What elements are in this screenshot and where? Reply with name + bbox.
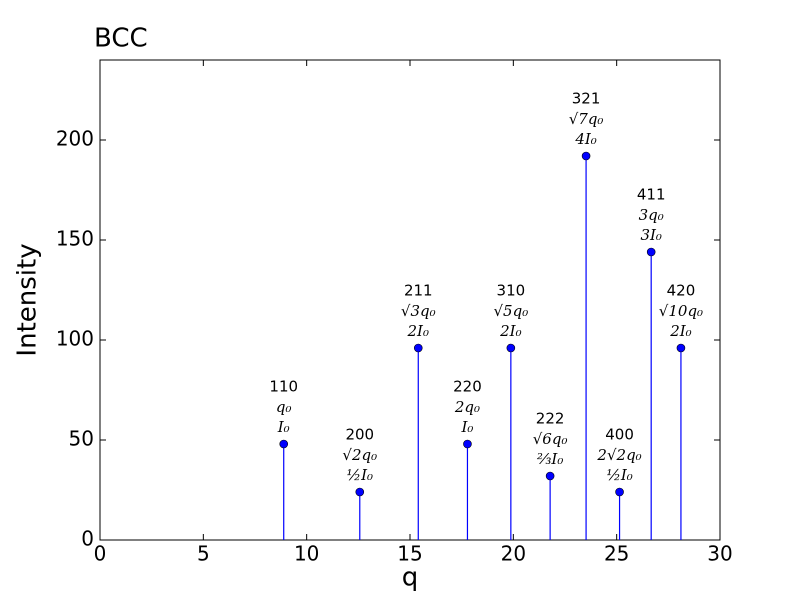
- stem-marker: [676, 343, 686, 353]
- point-label: √3q₀: [401, 302, 436, 320]
- stem-marker: [615, 487, 624, 497]
- x-tick-label: 20: [501, 542, 526, 566]
- point-label: 110: [269, 378, 298, 396]
- y-tick-label: 0: [81, 527, 94, 551]
- point-label: 411: [637, 186, 666, 204]
- point-label: 2√2q₀: [596, 446, 641, 464]
- stem-marker: [463, 439, 472, 449]
- point-label: I₀: [277, 418, 290, 436]
- stem-marker: [545, 471, 555, 481]
- point-label: 2q₀: [454, 398, 480, 416]
- x-tick-label: 15: [397, 542, 422, 566]
- y-axis-label: Intensity: [13, 243, 43, 356]
- stem-marker: [506, 343, 516, 353]
- point-label: √7q₀: [569, 110, 604, 128]
- point-label: 3I₀: [640, 226, 661, 244]
- point-label: √10q₀: [659, 302, 703, 320]
- point-label: q₀: [276, 398, 292, 416]
- point-label: 211: [404, 282, 433, 300]
- point-label: 3q₀: [639, 206, 664, 224]
- point-label: 321: [572, 90, 601, 108]
- chart-title: BCC: [94, 24, 148, 54]
- stem-marker: [581, 151, 591, 161]
- point-label: 222: [536, 410, 565, 428]
- point-label: √5q₀: [493, 302, 528, 320]
- x-tick-label: 30: [707, 542, 732, 566]
- point-label: ⅔I₀: [537, 450, 563, 468]
- point-label: 2I₀: [499, 322, 521, 340]
- y-tick-label: 50: [69, 427, 94, 451]
- point-label: I₀: [460, 418, 473, 436]
- y-tick-label: 150: [56, 227, 94, 251]
- point-label: 400: [605, 426, 634, 444]
- x-tick-label: 0: [94, 542, 107, 566]
- stem-marker: [413, 343, 423, 353]
- x-tick-label: 10: [294, 542, 319, 566]
- point-label: ½I₀: [606, 466, 632, 484]
- y-tick-label: 200: [56, 127, 94, 151]
- point-label: 200: [345, 426, 374, 444]
- point-label: √2q₀: [342, 446, 377, 464]
- point-label: 310: [497, 282, 526, 300]
- stem-marker: [646, 247, 656, 257]
- x-tick-label: 5: [197, 542, 210, 566]
- point-label: 2I₀: [407, 322, 429, 340]
- point-label: 4I₀: [574, 130, 596, 148]
- point-label: √6q₀: [533, 430, 568, 448]
- y-tick-label: 100: [56, 327, 94, 351]
- point-label: 420: [667, 282, 696, 300]
- point-label: ½I₀: [347, 466, 373, 484]
- point-label: 2I₀: [669, 322, 691, 340]
- stem-marker: [279, 439, 289, 449]
- point-label: 220: [453, 378, 482, 396]
- x-tick-label: 25: [604, 542, 629, 566]
- x-axis-label: q: [402, 563, 419, 593]
- stem-marker: [355, 487, 365, 497]
